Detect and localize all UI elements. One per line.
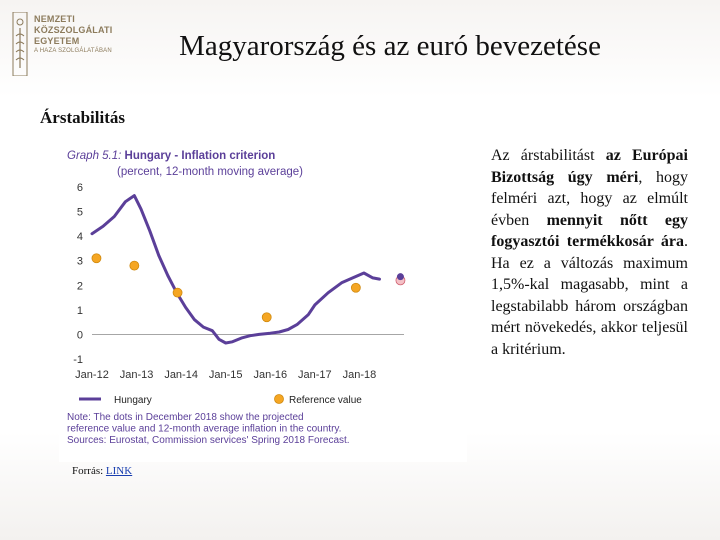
description-part-3: , hogy felméri azt, hogy az elmúlt évben — [491, 168, 688, 229]
y-tick-label: 4 — [77, 231, 83, 243]
y-tick-label: 0 — [77, 329, 83, 341]
source-link[interactable]: LINK — [105, 465, 133, 477]
reference-value-dot — [129, 260, 140, 271]
x-tick-label: Jan-15 — [209, 369, 243, 381]
reference-value-dot — [91, 253, 102, 264]
projection-dot-hungary — [396, 273, 404, 281]
x-tick-label: Jan-18 — [343, 369, 377, 381]
chart-subtitle: (percent, 12-month moving average) — [117, 166, 303, 178]
logo-line-2: KÖZSZOLGÁLATI — [34, 25, 113, 35]
chart-svg: Graph 5.1: Hungary - Inflation criterion… — [67, 150, 406, 446]
description-emphasis-2: mennyit nőtt egy fogyasztói termékkosár … — [491, 211, 689, 251]
x-tick-label: Jan-13 — [120, 369, 154, 381]
legend-label-hungary: Hungary — [114, 395, 152, 406]
chart-note-line: Sources: Eurostat, Commission services' … — [67, 435, 350, 446]
crest-icon — [12, 12, 28, 76]
chart-title-prefix: Graph 5.1: — [67, 150, 125, 162]
logo-line-1: NEMZETI — [34, 14, 75, 24]
description-part-1: Az árstabilitást — [491, 147, 606, 164]
reference-value-dot — [350, 282, 361, 293]
y-tick-label: -1 — [73, 354, 83, 366]
y-tick-label: 2 — [77, 280, 83, 292]
y-tick-label: 3 — [77, 256, 83, 268]
x-tick-label: Jan-16 — [253, 369, 287, 381]
source-label: Forrás: — [72, 465, 106, 477]
reference-value-dot — [261, 312, 272, 323]
x-tick-label: Jan-12 — [75, 369, 109, 381]
y-tick-label: 1 — [77, 305, 83, 317]
university-logo: NEMZETI KÖZSZOLGÁLATI EGYETEM A HAZA SZO… — [8, 10, 138, 80]
chart-note-line: reference value and 12-month average inf… — [67, 424, 341, 435]
legend-label-reference: Reference value — [289, 395, 362, 406]
x-tick-label: Jan-17 — [298, 369, 332, 381]
description-part-5: . Ha ez a változás maximum 1,5%-kal maga… — [491, 233, 688, 358]
chart-note-line: Note: The dots in December 2018 show the… — [67, 412, 304, 423]
section-title: Árstabilitás — [40, 108, 125, 127]
description-text: Az árstabilitást az Európai Bizottság úg… — [491, 145, 688, 360]
chart-title-main: Hungary - Inflation criterion — [125, 150, 276, 162]
reference-value-dot — [172, 287, 183, 298]
chart-title: Graph 5.1: Hungary - Inflation criterion — [67, 150, 275, 162]
source-line: Forrás: LINK — [72, 465, 132, 477]
logo-line-4: A HAZA SZOLGÁLATÁBAN — [34, 48, 112, 54]
page-title: Magyarország és az euró bevezetése — [179, 30, 601, 62]
logo-line-3: EGYETEM — [34, 36, 80, 46]
series-line-hungary — [90, 194, 381, 345]
y-tick-label: 5 — [77, 207, 83, 219]
inflation-chart: Graph 5.1: Hungary - Inflation criterion… — [59, 137, 467, 462]
description-emphasis-1: az Európai Bizottság úgy méri — [491, 147, 688, 186]
y-tick-label: 6 — [77, 182, 83, 194]
legend-dot-swatch — [274, 394, 284, 404]
x-tick-label: Jan-14 — [164, 369, 198, 381]
